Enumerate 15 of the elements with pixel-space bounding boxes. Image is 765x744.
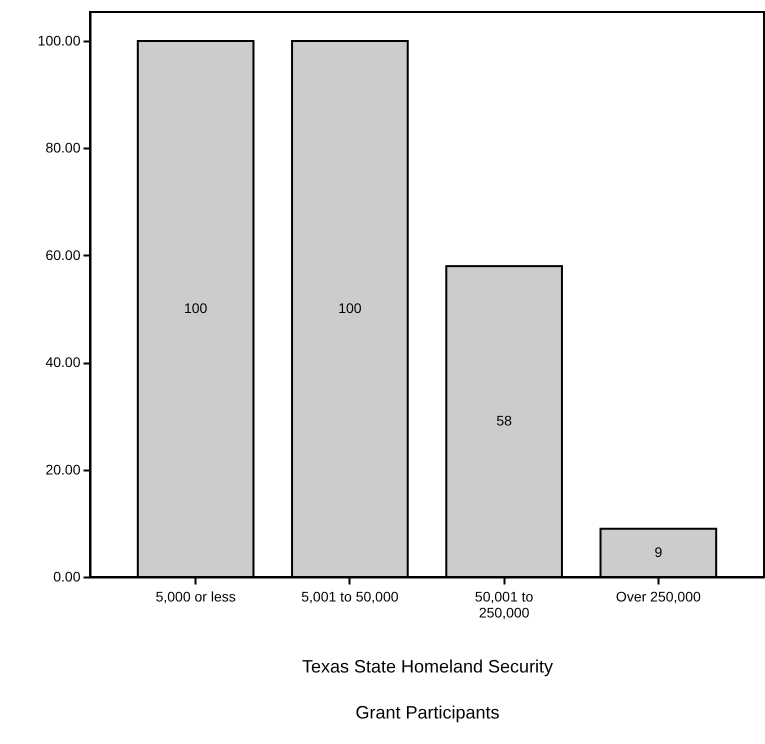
x-tick-label: 50,001 to 250,000	[474, 588, 534, 620]
y-tick-label: 80.00	[45, 140, 81, 156]
data-label: 9	[654, 544, 662, 560]
data-label: 100	[338, 300, 362, 316]
x-tick-label: 5,000 or less	[156, 588, 236, 604]
x-tick-label: 5,001 to 50,000	[301, 588, 399, 604]
data-label: 58	[496, 412, 512, 429]
y-tick-label: 0.00	[53, 568, 81, 584]
x-tick-label: Over 250,000	[616, 588, 701, 604]
text: Texas State Homeland Security Grant Participants	[302, 656, 554, 722]
y-tick-label: 100.00	[38, 32, 81, 48]
y-tick-label: 20.00	[45, 461, 81, 478]
data-label: 100	[184, 300, 208, 316]
y-tick-label: 40.00	[45, 354, 81, 370]
y-tick-label: 60.00	[45, 246, 81, 263]
